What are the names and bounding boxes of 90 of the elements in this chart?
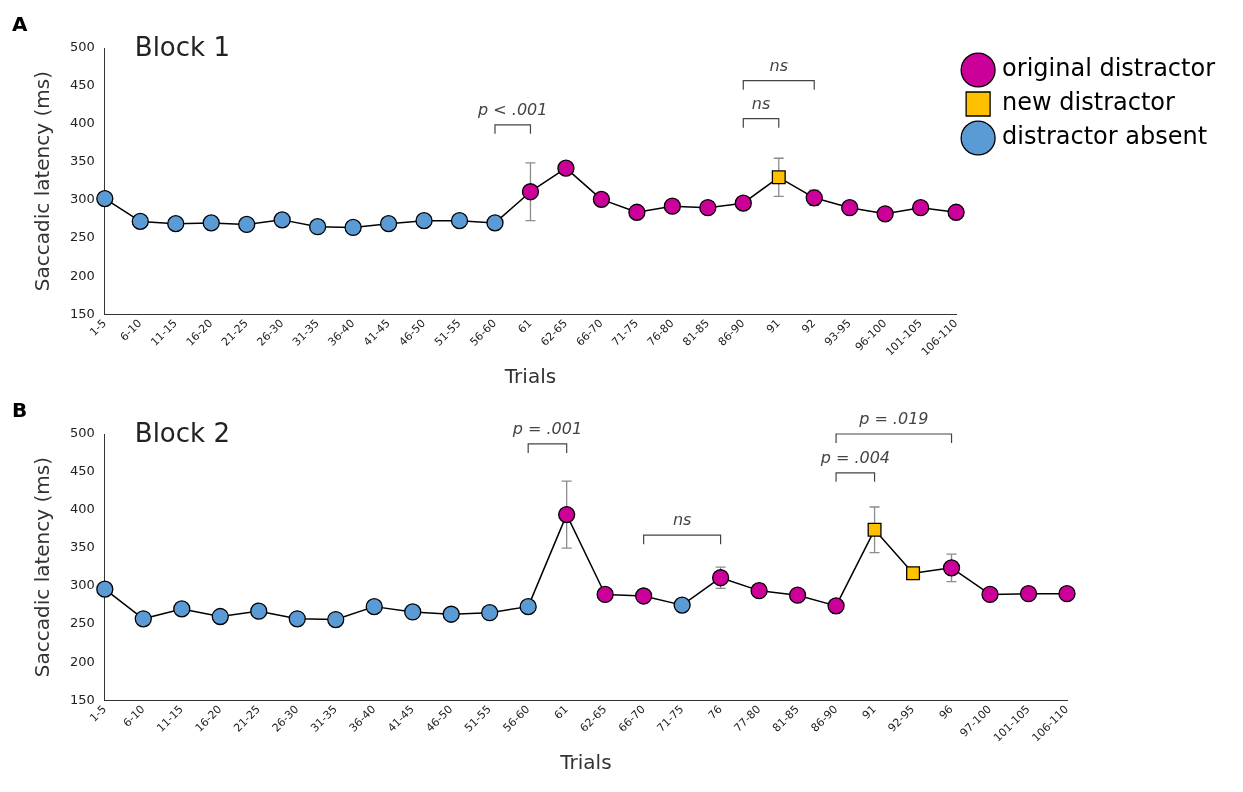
- y-tick-label: 400: [69, 501, 95, 517]
- x-tick-label: 61: [551, 702, 571, 722]
- x-tick-label: 61: [515, 316, 535, 336]
- point: [365, 597, 383, 616]
- point: [442, 605, 460, 623]
- point: [558, 505, 576, 524]
- annotation: p = .001: [511, 419, 583, 439]
- y-tick-label: 300: [69, 191, 95, 207]
- chart-title: Block 2: [134, 417, 230, 448]
- point: [750, 582, 768, 600]
- point: [288, 610, 306, 628]
- point: [131, 212, 149, 231]
- x-axis-title: Trials: [503, 364, 557, 389]
- y-tick-label: 150: [69, 305, 95, 321]
- x-tick-label: 92: [799, 316, 819, 336]
- annotation: p < .001: [477, 99, 548, 119]
- point: [634, 587, 653, 605]
- point: [404, 603, 422, 621]
- point: [1058, 585, 1076, 603]
- point: [942, 559, 961, 577]
- legend-label: distractor absent: [1002, 122, 1208, 151]
- y-tick-label: 450: [69, 77, 95, 93]
- point: [521, 183, 540, 201]
- y-tick-label: 400: [69, 115, 95, 131]
- point: [481, 604, 499, 622]
- y-tick-label: 350: [69, 539, 95, 555]
- point: [596, 585, 614, 604]
- point: [415, 211, 433, 230]
- point: [947, 203, 965, 221]
- point: [250, 602, 268, 620]
- point: [663, 197, 681, 215]
- x-axis-title: Trials: [559, 750, 612, 775]
- point: [202, 214, 220, 232]
- point: [1019, 585, 1038, 603]
- point: [308, 218, 327, 236]
- annotation: p = .004: [819, 447, 890, 467]
- point: [273, 211, 291, 229]
- point: [450, 211, 469, 230]
- y-axis-title: Saccadic latency (ms): [30, 457, 55, 678]
- x-tick-label: 91: [763, 316, 783, 336]
- point: [827, 597, 845, 615]
- point: [628, 203, 646, 221]
- point: [379, 215, 398, 233]
- y-tick-label: 250: [69, 615, 95, 631]
- point: [96, 580, 114, 598]
- point: [344, 218, 362, 237]
- y-tick-label: 200: [69, 267, 95, 283]
- chart-title: Block 1: [134, 31, 230, 62]
- point: [134, 610, 152, 628]
- point: [841, 199, 859, 217]
- text: B: [12, 398, 28, 423]
- point: [557, 159, 575, 177]
- point: [734, 194, 752, 212]
- point: [238, 215, 256, 234]
- point: [167, 215, 185, 233]
- x-tick-label: 96: [936, 702, 956, 722]
- point: [173, 600, 191, 618]
- text: p = .019: [858, 409, 929, 429]
- point: [519, 597, 537, 616]
- point: [912, 199, 930, 217]
- legend-label: new distractor: [1002, 88, 1176, 117]
- point: [771, 170, 786, 185]
- point: [981, 585, 999, 604]
- point: [211, 607, 229, 626]
- point: [327, 610, 345, 629]
- y-axis-title: Saccadic latency (ms): [30, 71, 55, 292]
- y-tick-label: 500: [69, 425, 95, 441]
- point: [592, 190, 611, 208]
- point: [876, 205, 894, 223]
- legend-label: original distractor: [1002, 54, 1216, 83]
- point: [486, 214, 504, 232]
- y-tick-label: 450: [69, 463, 95, 479]
- text: A: [12, 12, 28, 37]
- annotation: ns: [769, 55, 788, 75]
- y-tick-label: 200: [69, 653, 95, 669]
- y-tick-label: 350: [69, 153, 95, 169]
- point: [788, 586, 807, 604]
- y-tick-label: 250: [69, 229, 95, 245]
- y-tick-label: 500: [69, 39, 95, 55]
- point: [699, 199, 717, 217]
- x-tick-label: 91: [859, 702, 879, 722]
- y-tick-label: 150: [69, 691, 95, 707]
- point: [906, 566, 921, 581]
- point: [96, 189, 114, 208]
- y-tick-label: 300: [69, 577, 95, 593]
- x-tick-label: 76: [705, 702, 725, 722]
- annotation: ns: [672, 510, 692, 530]
- point: [867, 522, 882, 537]
- point: [673, 596, 691, 614]
- annotation: ns: [751, 93, 771, 113]
